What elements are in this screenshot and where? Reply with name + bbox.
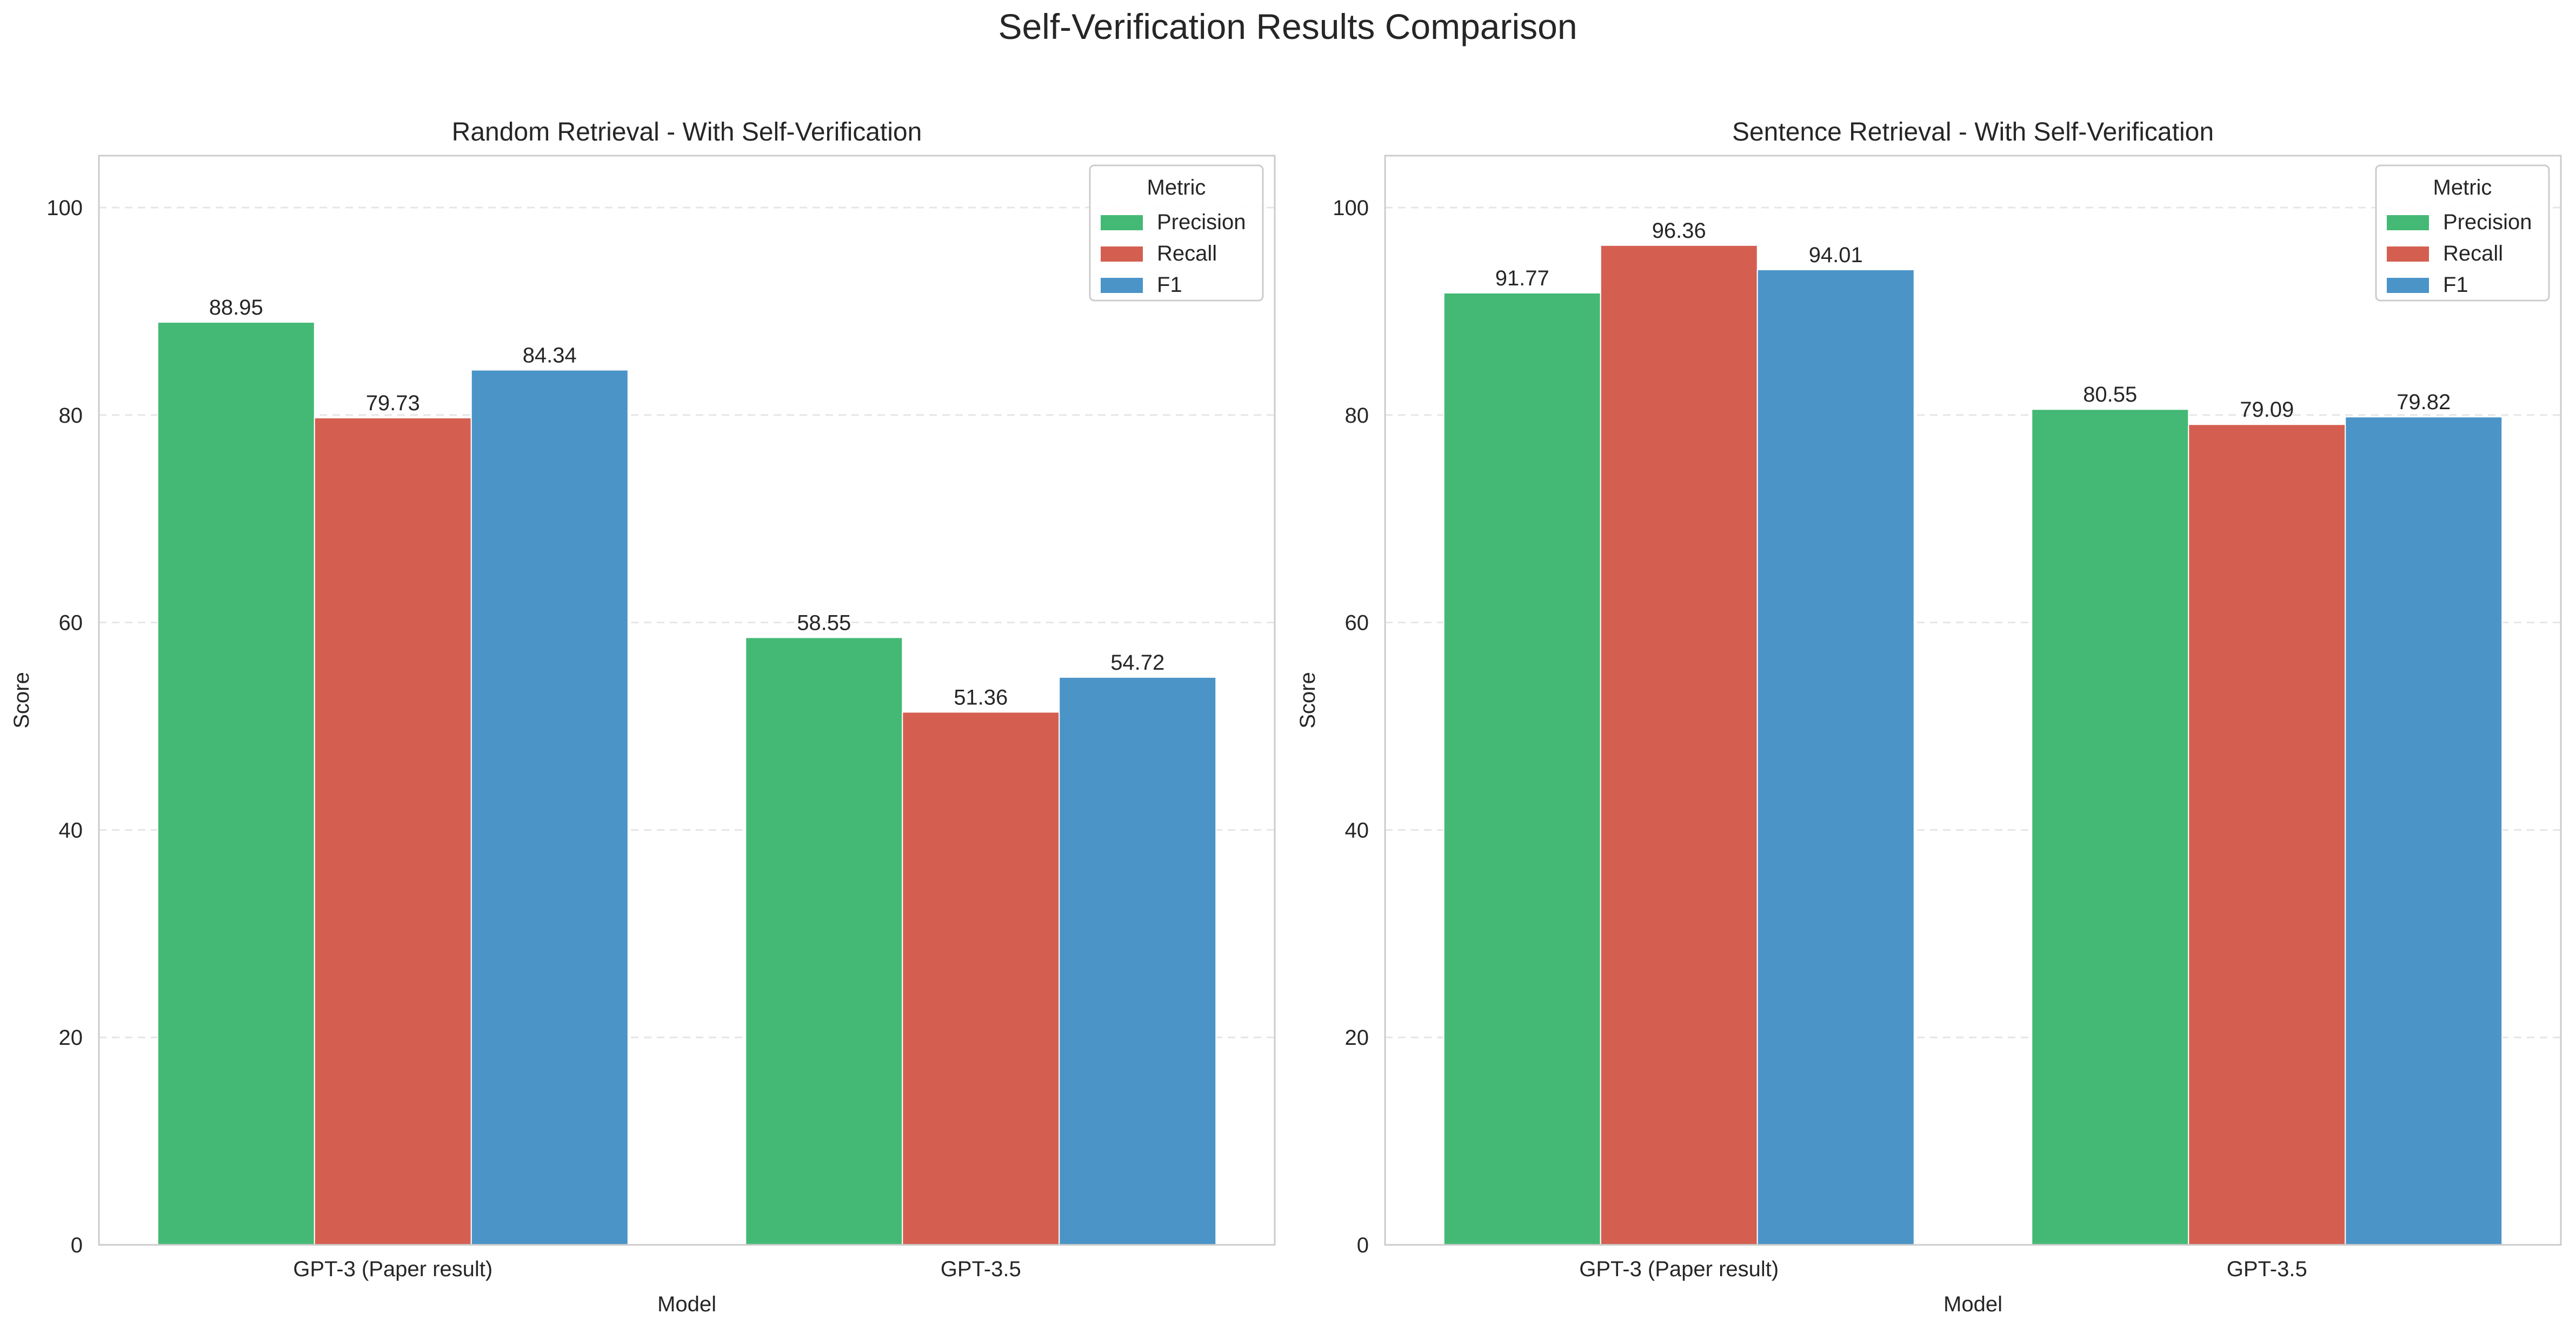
y-tick-label: 40 — [59, 818, 83, 842]
bar-f1-1 — [1756, 269, 1915, 1245]
x-tick-label: GPT-3.5 — [2227, 1257, 2307, 1281]
legend-box — [2375, 164, 2550, 302]
panel-title: Sentence Retrieval - With Self-Verificat… — [1732, 118, 2214, 146]
bar-value-label: 91.77 — [1495, 266, 1549, 290]
x-axis-label: Model — [657, 1292, 716, 1316]
plot-frame — [1384, 155, 2562, 1246]
plot-frame — [98, 155, 1276, 1246]
bar-precision-1 — [1443, 292, 1601, 1245]
chart-panel-1: 88.95 58.55 79.73 51.36 84.34 54.72 0 20 40 60 80 1… — [10, 118, 1276, 1316]
bar-value-label: 84.34 — [523, 343, 577, 367]
legend-label: Precision — [2443, 210, 2532, 234]
bar-precision-2 — [745, 637, 903, 1245]
bar-recall-2 — [2188, 424, 2346, 1245]
bar-value-label: 58.55 — [797, 611, 851, 635]
bar-precision-1 — [157, 322, 315, 1245]
x-axis-label: Model — [1943, 1292, 2002, 1316]
bar-value-label: 79.09 — [2240, 398, 2294, 422]
legend-title: Metric — [2433, 176, 2492, 199]
y-tick-label: 0 — [1357, 1233, 1369, 1257]
y-tick-label: 20 — [1345, 1026, 1369, 1050]
legend-label: Recall — [1157, 242, 1217, 265]
legend-box — [1089, 164, 1264, 302]
y-axis-label: Score — [1296, 672, 1320, 729]
legend: Metric Precision Recall F1 — [1089, 164, 1264, 302]
legend-swatch-precision — [1101, 215, 1143, 230]
x-tick-label: GPT-3 (Paper result) — [1579, 1257, 1779, 1281]
legend-swatch-precision — [2387, 215, 2429, 230]
bar-recall-1 — [314, 417, 472, 1245]
figure-title: Self-Verification Results Comparison — [998, 6, 1577, 46]
bar-f1-1 — [470, 369, 629, 1245]
legend-label: F1 — [1157, 273, 1182, 297]
y-tick-label: 100 — [46, 196, 83, 220]
y-tick-label: 60 — [59, 611, 83, 635]
bar-recall-1 — [1600, 244, 1758, 1246]
bar-f1-2 — [2345, 416, 2503, 1245]
legend-swatch-recall — [2387, 246, 2429, 262]
bar-value-label: 51.36 — [954, 685, 1008, 709]
legend-label: Recall — [2443, 242, 2503, 265]
bar-value-label: 54.72 — [1110, 651, 1164, 675]
legend-title: Metric — [1147, 176, 1206, 199]
y-tick-label: 60 — [1345, 611, 1369, 635]
legend-label: F1 — [2443, 273, 2468, 297]
x-tick-label: GPT-3.5 — [941, 1257, 1021, 1281]
y-axis-label: Score — [10, 672, 34, 729]
bar-value-label: 88.95 — [209, 296, 263, 319]
legend: Metric Precision Recall F1 — [2375, 164, 2550, 302]
legend-label: Precision — [1157, 210, 1246, 234]
y-tick-label: 80 — [1345, 404, 1369, 428]
y-tick-label: 20 — [59, 1026, 83, 1050]
panel-title: Random Retrieval - With Self-Verificatio… — [452, 118, 922, 146]
bar-value-label: 79.73 — [366, 391, 420, 415]
legend-swatch-recall — [1101, 246, 1143, 262]
legend-swatch-f1 — [2387, 278, 2429, 293]
chart-panel-2: 91.77 80.55 96.36 79.09 94.01 79.82 0 20 40 60 80 1… — [1296, 118, 2562, 1316]
bar-value-label: 94.01 — [1809, 243, 1863, 267]
y-tick-label: 100 — [1333, 196, 1369, 220]
y-tick-label: 40 — [1345, 818, 1369, 842]
y-tick-label: 0 — [71, 1233, 83, 1257]
bar-value-label: 79.82 — [2397, 390, 2451, 414]
bar-value-label: 80.55 — [2083, 383, 2137, 406]
y-tick-label: 80 — [59, 404, 83, 428]
legend-swatch-f1 — [1101, 278, 1143, 293]
bar-value-label: 96.36 — [1652, 219, 1706, 243]
bar-f1-2 — [1059, 676, 1217, 1245]
bar-recall-2 — [902, 711, 1060, 1246]
bar-precision-2 — [2031, 409, 2189, 1245]
x-tick-label: GPT-3 (Paper result) — [293, 1257, 492, 1281]
